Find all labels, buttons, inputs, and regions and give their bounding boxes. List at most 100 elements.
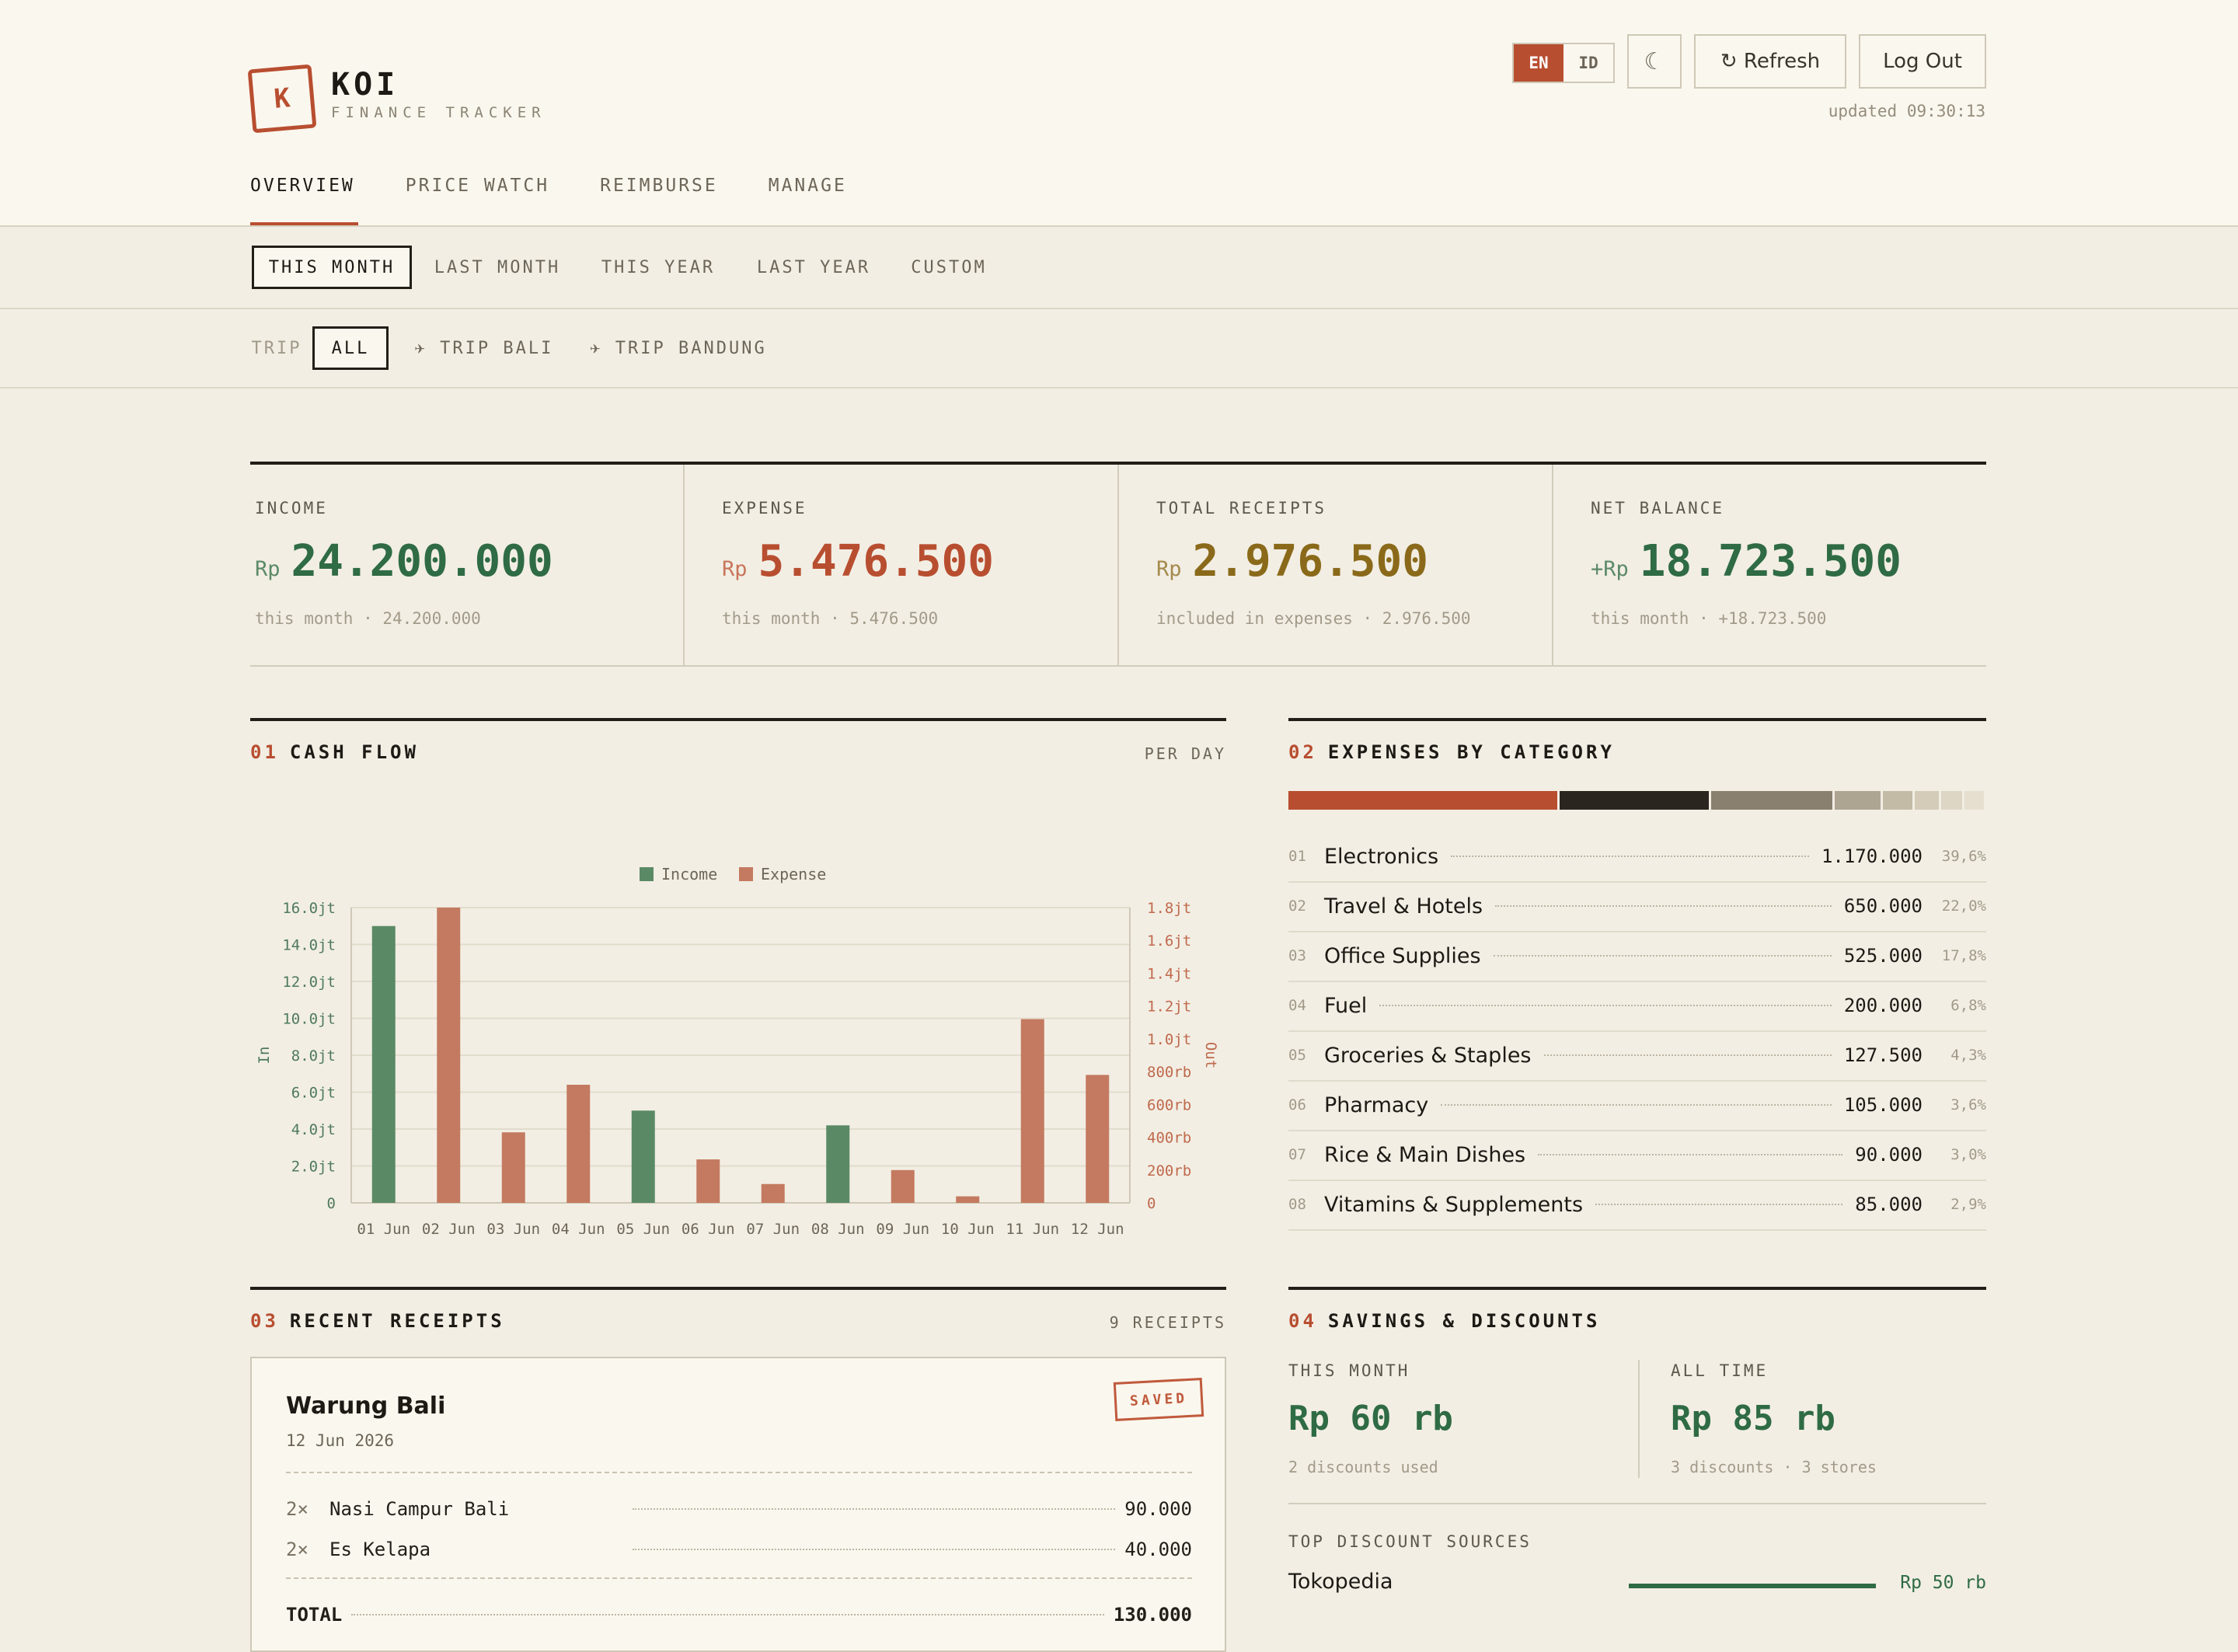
lang-id-button[interactable]: ID (1578, 54, 1598, 72)
chart-bar-income (631, 1110, 655, 1203)
chart-y-left-tick: 4.0jt (291, 1121, 336, 1138)
kpi-note: this month · 5.476.500 (722, 609, 939, 628)
category-share-segment (1560, 791, 1710, 810)
discount-sources-label: TOP DISCOUNT SOURCES (1288, 1532, 1532, 1551)
receipt-divider (286, 1472, 1192, 1473)
category-share-segment (1914, 791, 1940, 810)
chart-y-right-tick: 200rb (1147, 1162, 1191, 1180)
category-index: 02 (1288, 897, 1306, 915)
chart-legend-swatch (640, 867, 654, 881)
category-name: Fuel (1324, 993, 1368, 1018)
category-leader-dots (1451, 856, 1809, 857)
theme-toggle-button[interactable]: ☾ (1627, 34, 1682, 89)
trip-bali[interactable]: ✈ TRIP BALI (414, 338, 554, 358)
category-row[interactable]: 06 Pharmacy 105.000 3,6% (1288, 1080, 1986, 1131)
kpi-currency: Rp (1156, 557, 1182, 581)
category-index: 04 (1288, 997, 1306, 1014)
cash-flow-section: 01 CASH FLOW PER DAY 0 2.0jt 4.0jt 6.0jt 8.0j… (250, 718, 1226, 1234)
trip-all[interactable]: ALL (312, 326, 389, 370)
chart-y-right-tick: 600rb (1147, 1096, 1191, 1114)
category-name: Rice & Main Dishes (1324, 1142, 1526, 1167)
receipt-card[interactable]: Warung Bali 12 Jun 2026 2× Nasi Campur B… (250, 1357, 1226, 1652)
category-amount: 105.000 (1843, 1094, 1923, 1116)
chart-y-left-tick: 16.0jt (282, 900, 336, 917)
chart-y-left-tick: 2.0jt (291, 1159, 336, 1176)
category-name: Electronics (1324, 844, 1439, 869)
savings-month-value: Rp 60 rb (1288, 1399, 1453, 1438)
period-last-month[interactable]: LAST MONTH (434, 257, 561, 277)
tab-manage[interactable]: MANAGE (768, 176, 847, 196)
category-percent: 22,0% (1941, 897, 1986, 915)
discount-source-name: Tokopedia (1288, 1570, 1393, 1594)
category-row[interactable]: 07 Rice & Main Dishes 90.000 3,0% (1288, 1130, 1986, 1181)
receipt-total: TOTAL 130.000 (286, 1604, 1192, 1626)
category-row[interactable]: 03 Office Supplies 525.000 17,8% (1288, 931, 1986, 982)
kpi-note: this month · +18.723.500 (1591, 609, 1827, 628)
category-leader-dots (1538, 1154, 1843, 1155)
receipt-divider (286, 1577, 1192, 1579)
category-name: Travel & Hotels (1324, 894, 1483, 918)
category-name: Vitamins & Supplements (1324, 1192, 1584, 1217)
category-name: Office Supplies (1324, 943, 1481, 968)
moon-icon: ☾ (1644, 47, 1665, 75)
savings-month-note: 2 discounts used (1288, 1458, 1438, 1476)
receipts-count: 9 RECEIPTS (1109, 1313, 1226, 1332)
chart-x-tick: 04 Jun (552, 1221, 605, 1234)
chart-x-tick: 02 Jun (422, 1221, 476, 1234)
category-percent: 6,8% (1950, 997, 1986, 1014)
chart-bar-expense (1086, 1075, 1110, 1203)
category-share-segment (1711, 791, 1832, 810)
discount-source-bar (1629, 1584, 1876, 1588)
chart-bar-expense (891, 1169, 915, 1203)
category-row[interactable]: 04 Fuel 200.000 6,8% (1288, 981, 1986, 1032)
category-percent: 4,3% (1950, 1047, 1986, 1064)
category-percent: 3,0% (1950, 1146, 1986, 1163)
chart-x-tick: 05 Jun (616, 1221, 670, 1234)
chart-legend-swatch (739, 867, 753, 881)
chart-x-tick: 10 Jun (941, 1221, 995, 1234)
tab-overview[interactable]: OVERVIEW (250, 176, 358, 225)
category-leader-dots (1543, 1054, 1832, 1056)
chart-y-left-tick: 0 (327, 1195, 336, 1212)
category-amount: 85.000 (1855, 1194, 1923, 1215)
category-leader-dots (1495, 905, 1832, 907)
category-row[interactable]: 08 Vitamins & Supplements 85.000 2,9% (1288, 1180, 1986, 1231)
category-index: 07 (1288, 1146, 1306, 1163)
kpi-note: included in expenses · 2.976.500 (1156, 609, 1471, 628)
chart-y-left-label: In (256, 1047, 273, 1065)
period-this-year[interactable]: THIS YEAR (601, 257, 716, 277)
period-this-month[interactable]: THIS MONTH (252, 246, 412, 289)
tab-price-watch[interactable]: PRICE WATCH (405, 176, 550, 196)
category-leader-dots (1493, 955, 1832, 957)
savings-all-value: Rp 85 rb (1671, 1399, 1835, 1438)
category-row[interactable]: 01 Electronics 1.170.000 39,6% (1288, 831, 1986, 883)
category-share-segment (1883, 791, 1912, 810)
logout-button[interactable]: Log Out (1859, 34, 1986, 89)
category-amount: 650.000 (1843, 895, 1923, 917)
refresh-button[interactable]: ↻ Refresh (1694, 34, 1846, 89)
savings-divider (1638, 1360, 1640, 1478)
category-row[interactable]: 02 Travel & Hotels 650.000 22,0% (1288, 881, 1986, 932)
chart-y-right-tick: 1.6jt (1147, 932, 1191, 950)
kpi-label: NET BALANCE (1591, 499, 1725, 518)
category-name: Pharmacy (1324, 1093, 1429, 1117)
chart-y-right-tick: 1.4jt (1147, 965, 1191, 982)
chart-x-tick: 07 Jun (746, 1221, 800, 1234)
savings-rule (1288, 1503, 1986, 1504)
trip-bandung[interactable]: ✈ TRIP BANDUNG (590, 338, 767, 358)
category-leader-dots (1595, 1204, 1843, 1205)
kpi-income: INCOME Rp 24.200.000 this month · 24.200… (250, 465, 685, 665)
kpi-label: EXPENSE (722, 499, 807, 518)
chart-x-tick: 11 Jun (1006, 1221, 1059, 1234)
chart-y-left-tick: 10.0jt (282, 1011, 336, 1028)
discount-source-value: Rp 50 rb (1900, 1573, 1986, 1593)
category-percent: 3,6% (1950, 1096, 1986, 1114)
tab-reimburse[interactable]: REIMBURSE (600, 176, 718, 196)
lang-en-button[interactable]: EN (1514, 44, 1563, 82)
category-row[interactable]: 05 Groceries & Staples 127.500 4,3% (1288, 1030, 1986, 1082)
category-share-segment (1964, 791, 1984, 810)
period-custom[interactable]: CUSTOM (911, 257, 987, 277)
period-last-year[interactable]: LAST YEAR (756, 257, 871, 277)
kpi-value: 5.476.500 (758, 536, 994, 587)
chart-bar-income (826, 1125, 850, 1203)
